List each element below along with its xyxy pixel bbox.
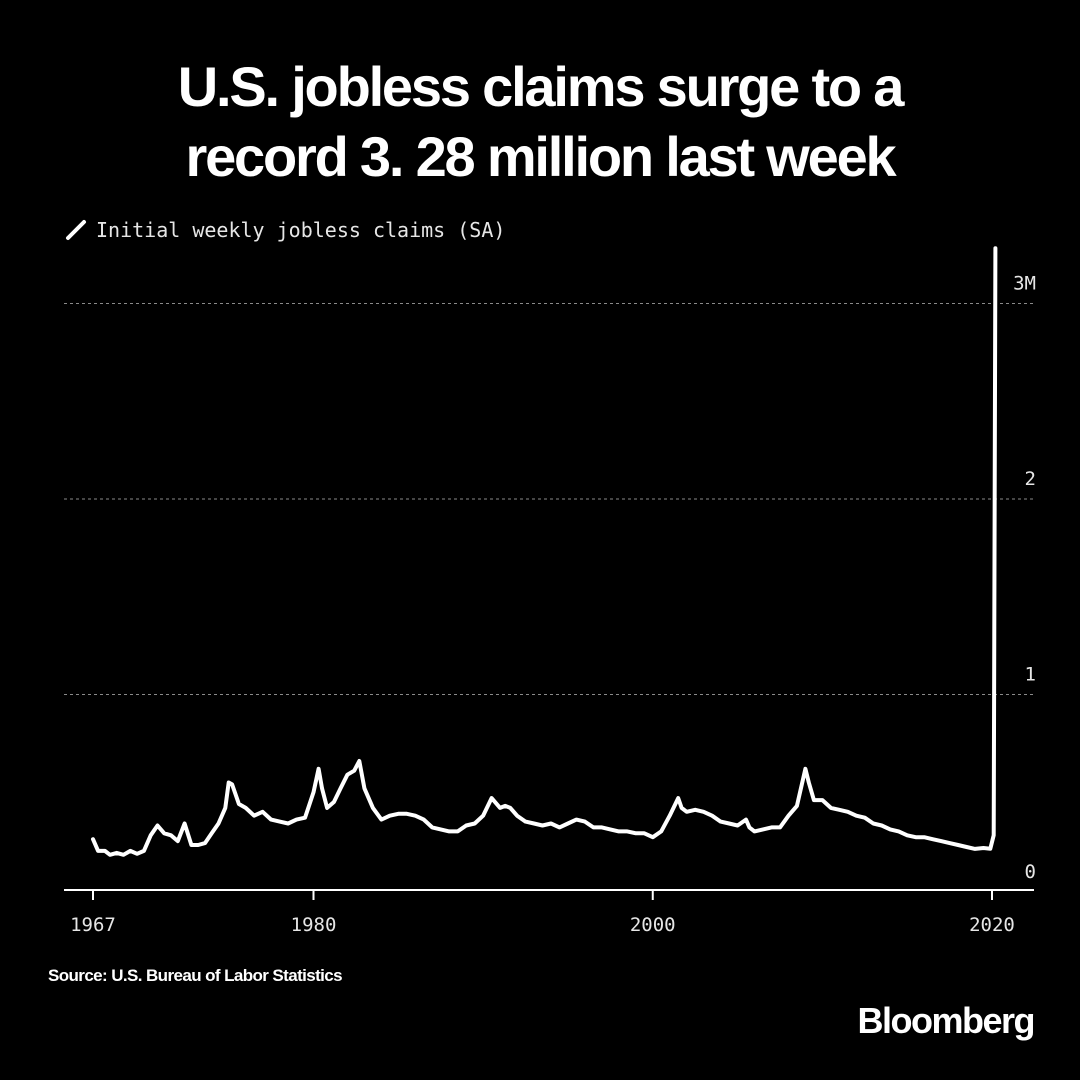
x-tick-label-1: 1980	[291, 914, 337, 936]
x-tick-label-0: 1967	[70, 914, 116, 936]
x-axis: 1967 1980 2000 2020	[64, 889, 1034, 936]
bloomberg-logo: Bloomberg	[857, 1000, 1035, 1041]
source-note: Source: U.S. Bureau of Labor Statistics	[48, 966, 343, 985]
gridlines	[64, 303, 1034, 695]
x-tick-label-3: 2020	[969, 914, 1015, 936]
legend: Initial weekly jobless claims (SA)	[64, 218, 505, 242]
legend-label: Initial weekly jobless claims (SA)	[96, 218, 506, 242]
y-tick-label-1: 1	[1025, 664, 1036, 686]
x-tick-label-2: 2000	[630, 914, 676, 936]
y-tick-label-3: 3M	[1013, 273, 1036, 295]
series-layer	[91, 246, 998, 857]
line-chart: 1967 1980 2000 2020 0 1 2 3M	[64, 246, 1036, 936]
chart-title-line-2: record 3. 28 million last week	[185, 125, 896, 188]
y-axis-tick-labels: 0 1 2 3M	[1013, 273, 1036, 884]
chart-title-line-1: U.S. jobless claims surge to a	[177, 55, 905, 118]
y-tick-label-0: 0	[1025, 861, 1036, 883]
legend-line-icon	[66, 220, 86, 240]
chart-title: U.S. jobless claims surge to a record 3.…	[0, 52, 1080, 192]
series-line-0	[91, 246, 998, 857]
y-tick-label-2: 2	[1025, 468, 1036, 490]
